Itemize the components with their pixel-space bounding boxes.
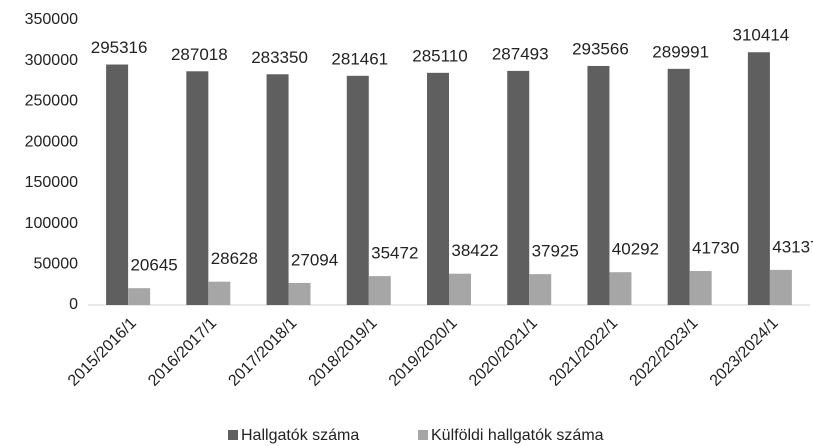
bar <box>368 276 391 305</box>
y-tick-label: 100000 <box>25 215 78 232</box>
bar <box>106 64 129 305</box>
data-label: 20645 <box>130 256 177 275</box>
y-tick-label: 200000 <box>25 133 78 150</box>
data-label: 287493 <box>492 44 549 63</box>
data-label: 28628 <box>211 249 258 268</box>
data-label: 289991 <box>652 42 709 61</box>
data-label: 40292 <box>612 240 659 259</box>
y-tick-label: 300000 <box>25 52 78 69</box>
y-tick-label: 0 <box>69 296 78 313</box>
bar <box>507 70 530 305</box>
bar <box>689 271 712 305</box>
bar <box>529 274 552 305</box>
bar <box>128 288 151 305</box>
y-tick-label: 50000 <box>34 256 79 273</box>
data-label: 41730 <box>692 239 739 258</box>
legend-swatch <box>418 430 428 440</box>
data-label: 37925 <box>532 242 579 261</box>
x-tick-label: 2021/2022/1 <box>546 315 621 390</box>
data-label: 293566 <box>572 39 629 58</box>
bar <box>609 272 632 305</box>
y-tick-label: 350000 <box>25 11 78 28</box>
data-label: 310414 <box>733 26 790 45</box>
legend-swatch <box>228 430 238 440</box>
bar <box>587 65 610 305</box>
x-tick-label: 2018/2019/1 <box>306 315 381 390</box>
x-tick-label: 2022/2023/1 <box>627 315 702 390</box>
bar <box>266 74 289 305</box>
data-label: 285110 <box>412 46 467 65</box>
bar <box>747 52 770 305</box>
bar <box>449 273 471 305</box>
data-label: 281461 <box>331 49 388 68</box>
data-label: 38422 <box>451 241 498 260</box>
x-tick-label: 2019/2020/1 <box>386 315 461 390</box>
bar <box>208 281 231 305</box>
data-label: 35472 <box>371 244 418 263</box>
bar <box>288 282 311 305</box>
data-label: 27094 <box>291 250 338 269</box>
x-tick-label: 2020/2021/1 <box>466 315 541 390</box>
y-tick-label: 150000 <box>25 174 78 191</box>
legend-label: Hallgatók száma <box>241 427 359 444</box>
legend-label: Külföldi hallgatók száma <box>431 427 604 444</box>
data-label: 287018 <box>171 45 228 64</box>
x-tick-label: 2016/2017/1 <box>145 315 220 390</box>
x-tick-label: 2017/2018/1 <box>225 315 300 390</box>
bar <box>667 68 690 305</box>
data-label: 295316 <box>91 38 148 57</box>
bar <box>769 269 792 305</box>
data-label: 43137 <box>772 237 813 256</box>
data-label: 283350 <box>251 48 308 67</box>
y-tick-label: 250000 <box>25 93 78 110</box>
x-tick-label: 2023/2024/1 <box>707 315 782 390</box>
bar <box>427 72 449 306</box>
x-tick-label: 2015/2016/1 <box>65 315 140 390</box>
bar <box>186 71 209 305</box>
bar <box>346 75 369 305</box>
